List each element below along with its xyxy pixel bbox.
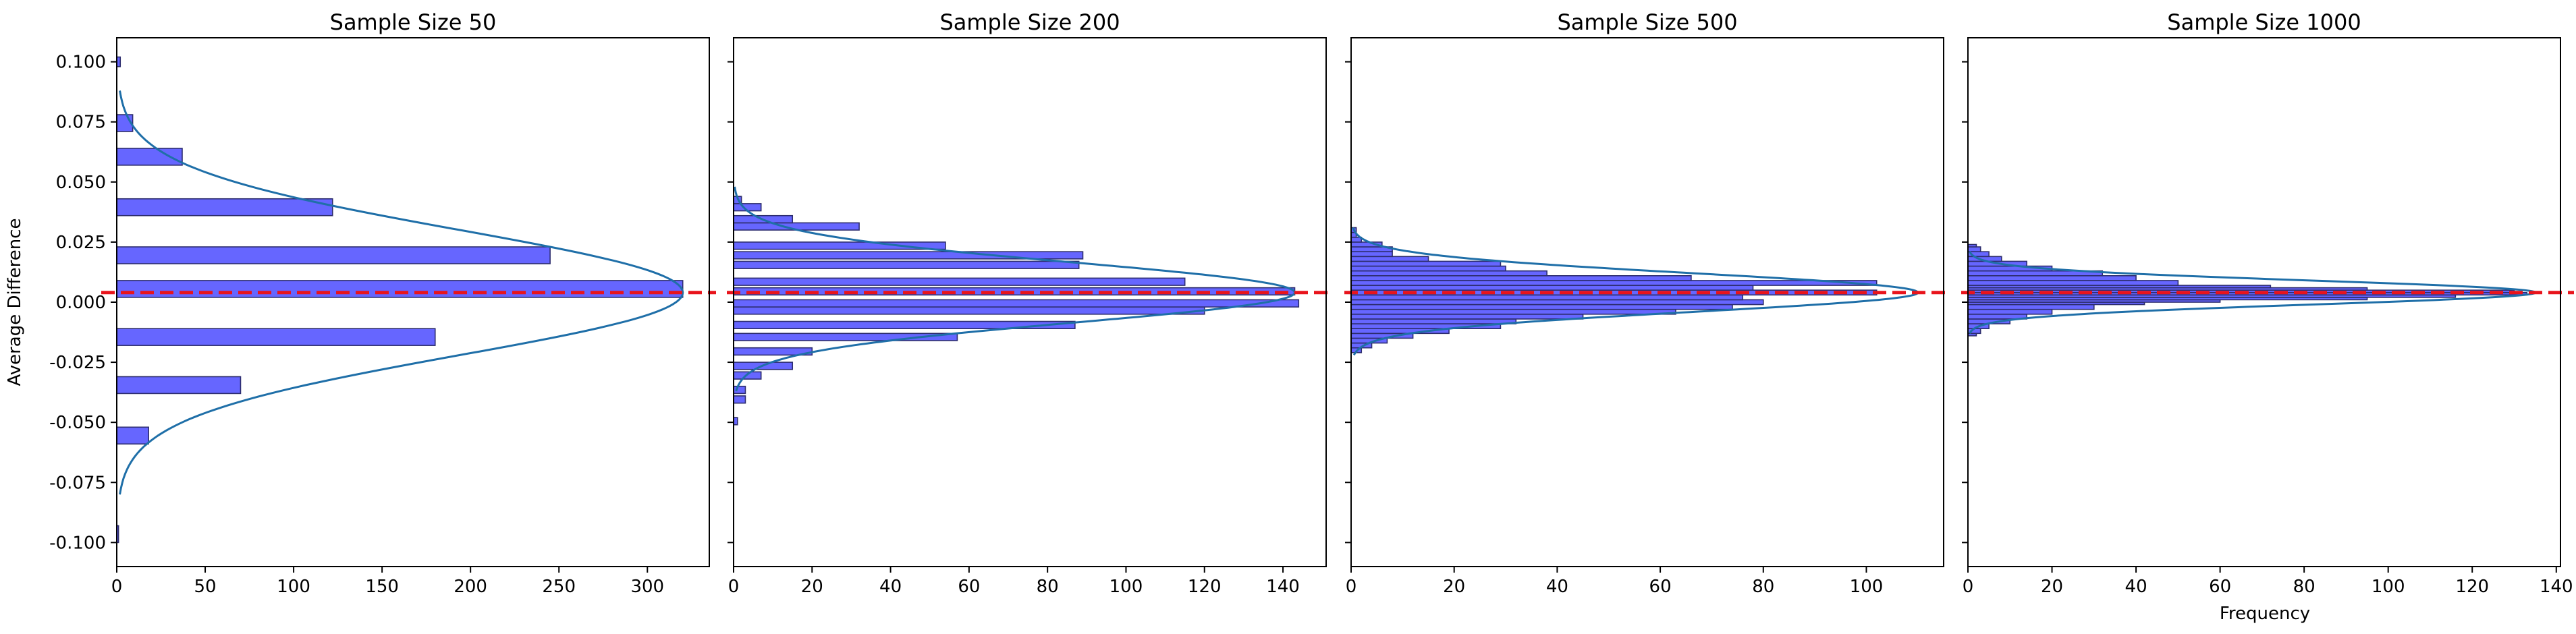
x-tick-label: 100 (2372, 577, 2405, 597)
x-tick-label: 80 (2293, 577, 2315, 597)
histogram-bar (1968, 275, 2137, 281)
histogram-bar (117, 56, 121, 67)
y-tick-label: -0.100 (49, 533, 106, 553)
subplot-title: Sample Size 500 (1557, 9, 1737, 35)
density-curve (119, 90, 684, 495)
x-tick-label: 250 (542, 577, 576, 597)
histogram-bar (1351, 294, 1744, 301)
axes-frame (116, 37, 710, 567)
y-tick-label: 0.050 (56, 173, 106, 193)
histogram-bars (1968, 243, 2527, 337)
x-tick-label: 0 (1963, 577, 1974, 597)
histogram-bar (734, 385, 746, 395)
histogram-bar (117, 328, 436, 346)
subplot-title: Sample Size 1000 (2167, 9, 2361, 35)
subplot-1: 0 50 100 150 200 250 300 -0.100 -0.075 -0.050 -0.0… (49, 9, 716, 597)
y-tick-label: 0.000 (56, 293, 106, 313)
density-curve (734, 186, 1296, 392)
x-tick-label: 80 (1037, 577, 1059, 597)
histogram-bar (1351, 285, 1754, 291)
x-tick-label: 100 (1850, 577, 1884, 597)
subplot-2: 0 20 40 60 80 100 120 140 Sample Size 200 (727, 9, 1333, 597)
histogram-bar (1351, 256, 1429, 262)
histogram-bars (117, 56, 684, 544)
y-tick-label: 0.075 (56, 113, 106, 133)
histogram-bar (1351, 260, 1502, 267)
x-tick-label: 40 (2125, 577, 2147, 597)
histogram-bars (1351, 227, 1878, 353)
x-tick-label: 0 (728, 577, 740, 597)
histogram-bar (117, 246, 551, 264)
x-tick-label: 100 (277, 577, 310, 597)
x-tick-label: 100 (1109, 577, 1143, 597)
histogram-bar (117, 376, 242, 395)
x-tick-label: 140 (2540, 577, 2573, 597)
x-tick-label: 20 (801, 577, 823, 597)
histogram-bar (734, 260, 1080, 269)
x-tick-label: 60 (958, 577, 980, 597)
histogram-bar (1968, 308, 2053, 315)
x-tick-label: 140 (1266, 577, 1300, 597)
y-tick-label: -0.025 (49, 353, 106, 373)
histogram-bar (1968, 280, 2179, 286)
x-tick-label: 20 (1443, 577, 1465, 597)
subplot-4: 0 20 40 60 80 100 120 140 Sample Size 1000 (1961, 9, 2574, 597)
histogram-bar (1351, 299, 1764, 306)
histogram-bar (734, 251, 1084, 260)
histogram-bar (734, 395, 746, 404)
histogram-bar (734, 333, 958, 341)
histogram-bar (1351, 280, 1878, 286)
histogram-bar (1351, 241, 1383, 248)
x-tick-label: 0 (111, 577, 123, 597)
histogram-bar (734, 417, 738, 426)
x-tick-label: 80 (1752, 577, 1774, 597)
x-tick-label: 60 (1649, 577, 1672, 597)
histogram-bar (117, 280, 684, 298)
histogram-bar (1351, 308, 1676, 315)
histogram-bar (1351, 275, 1692, 281)
y-axis-label: Average Difference (5, 218, 25, 386)
subplot-3: 0 20 40 60 80 100 Sample Size 500 (1344, 9, 1950, 597)
histogram-bar (1351, 251, 1393, 258)
x-tick-label: 120 (2455, 577, 2489, 597)
x-tick-label: 40 (1546, 577, 1568, 597)
histogram-bar (1351, 318, 1517, 324)
histogram-bar (117, 148, 183, 166)
histogram-bar (734, 277, 1186, 286)
y-tick-label: -0.075 (49, 473, 106, 493)
histogram-bar (734, 299, 1300, 308)
histogram-bar (117, 198, 333, 217)
histogram-bar (1968, 246, 1981, 252)
x-tick-label: 200 (454, 577, 487, 597)
histogram-bar (1351, 314, 1584, 320)
histogram-bar (1351, 304, 1733, 310)
histogram-bar (734, 320, 1076, 330)
y-tick-label: 0.100 (56, 53, 106, 73)
histogram-bar (734, 241, 946, 250)
x-tick-label: 40 (879, 577, 902, 597)
x-tick-label: 150 (365, 577, 399, 597)
histogram-bar (117, 525, 119, 544)
x-tick-label: 20 (2041, 577, 2063, 597)
y-tick-label: -0.050 (49, 413, 106, 433)
histogram-bar (734, 306, 1205, 315)
histogram-bar (1351, 270, 1547, 277)
x-tick-label: 120 (1188, 577, 1222, 597)
x-tick-label: 50 (194, 577, 216, 597)
histogram-bars (734, 196, 1300, 426)
x-tick-label: 0 (1346, 577, 1357, 597)
x-tick-label: 300 (630, 577, 664, 597)
y-tick-label: 0.025 (56, 233, 106, 253)
x-tick-label: 60 (2209, 577, 2231, 597)
subplot-title: Sample Size 50 (330, 9, 497, 35)
histogram-bar (1968, 243, 1977, 248)
histogram-bar (117, 426, 149, 445)
histogram-bar (1351, 265, 1506, 272)
subplot-title: Sample Size 200 (939, 9, 1120, 35)
histogram-bar (1968, 304, 2095, 310)
x-axis-label: Frequency (2220, 604, 2310, 624)
